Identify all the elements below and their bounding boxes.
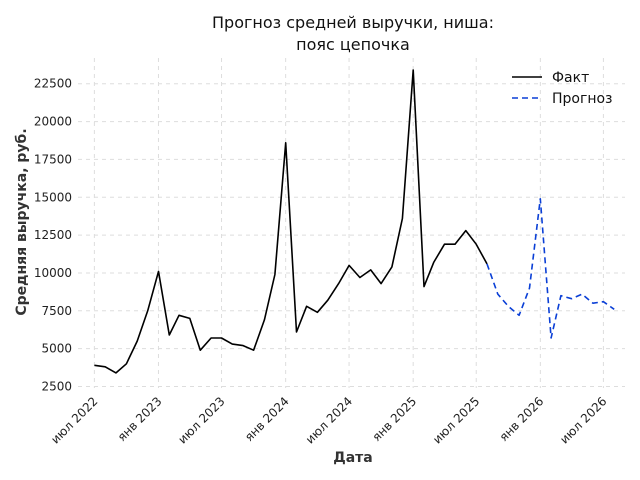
y-tick-label: 2500 — [41, 379, 72, 393]
x-tick-label: янв 2023 — [115, 394, 165, 444]
y-tick-label: 17500 — [34, 152, 72, 166]
legend-label-fact: Факт — [552, 70, 589, 86]
y-tick-label: 22500 — [34, 77, 72, 91]
chart-title-line-2: пояс цепочка — [296, 35, 410, 54]
y-axis-label: Средняя выручка, руб. — [14, 128, 30, 315]
series-line-forecast — [486, 198, 615, 339]
x-axis-ticks: июл 2022 янв 2023 июл 2023 янв 2024 июл 2024… — [48, 394, 609, 446]
y-tick-label: 12500 — [34, 228, 72, 242]
x-tick-label: июл 2024 — [303, 394, 355, 446]
x-tick-label: янв 2025 — [369, 394, 419, 444]
y-tick-label: 5000 — [41, 342, 72, 356]
x-tick-label: июл 2022 — [48, 394, 100, 446]
legend-label-forecast: Прогноз — [552, 91, 613, 107]
x-tick-label: июл 2026 — [557, 394, 609, 446]
x-tick-label: июл 2023 — [175, 394, 227, 446]
x-tick-label: янв 2024 — [242, 394, 292, 444]
y-tick-label: 15000 — [34, 190, 72, 204]
series-line-fact — [94, 69, 488, 374]
x-axis-label: Дата — [333, 450, 372, 466]
grid — [78, 58, 625, 388]
y-tick-label: 10000 — [34, 266, 72, 280]
y-axis-ticks: 2500 5000 7500 10000 12500 15000 17500 20000 225… — [34, 77, 72, 394]
chart-title-line-1: Прогноз средней выручки, ниша: — [212, 13, 494, 32]
series-lines — [94, 69, 615, 374]
y-tick-label: 7500 — [41, 304, 72, 318]
legend: Факт Прогноз — [512, 70, 613, 107]
x-tick-label: янв 2026 — [497, 394, 547, 444]
x-tick-label: июл 2025 — [430, 394, 482, 446]
y-tick-label: 20000 — [34, 115, 72, 129]
